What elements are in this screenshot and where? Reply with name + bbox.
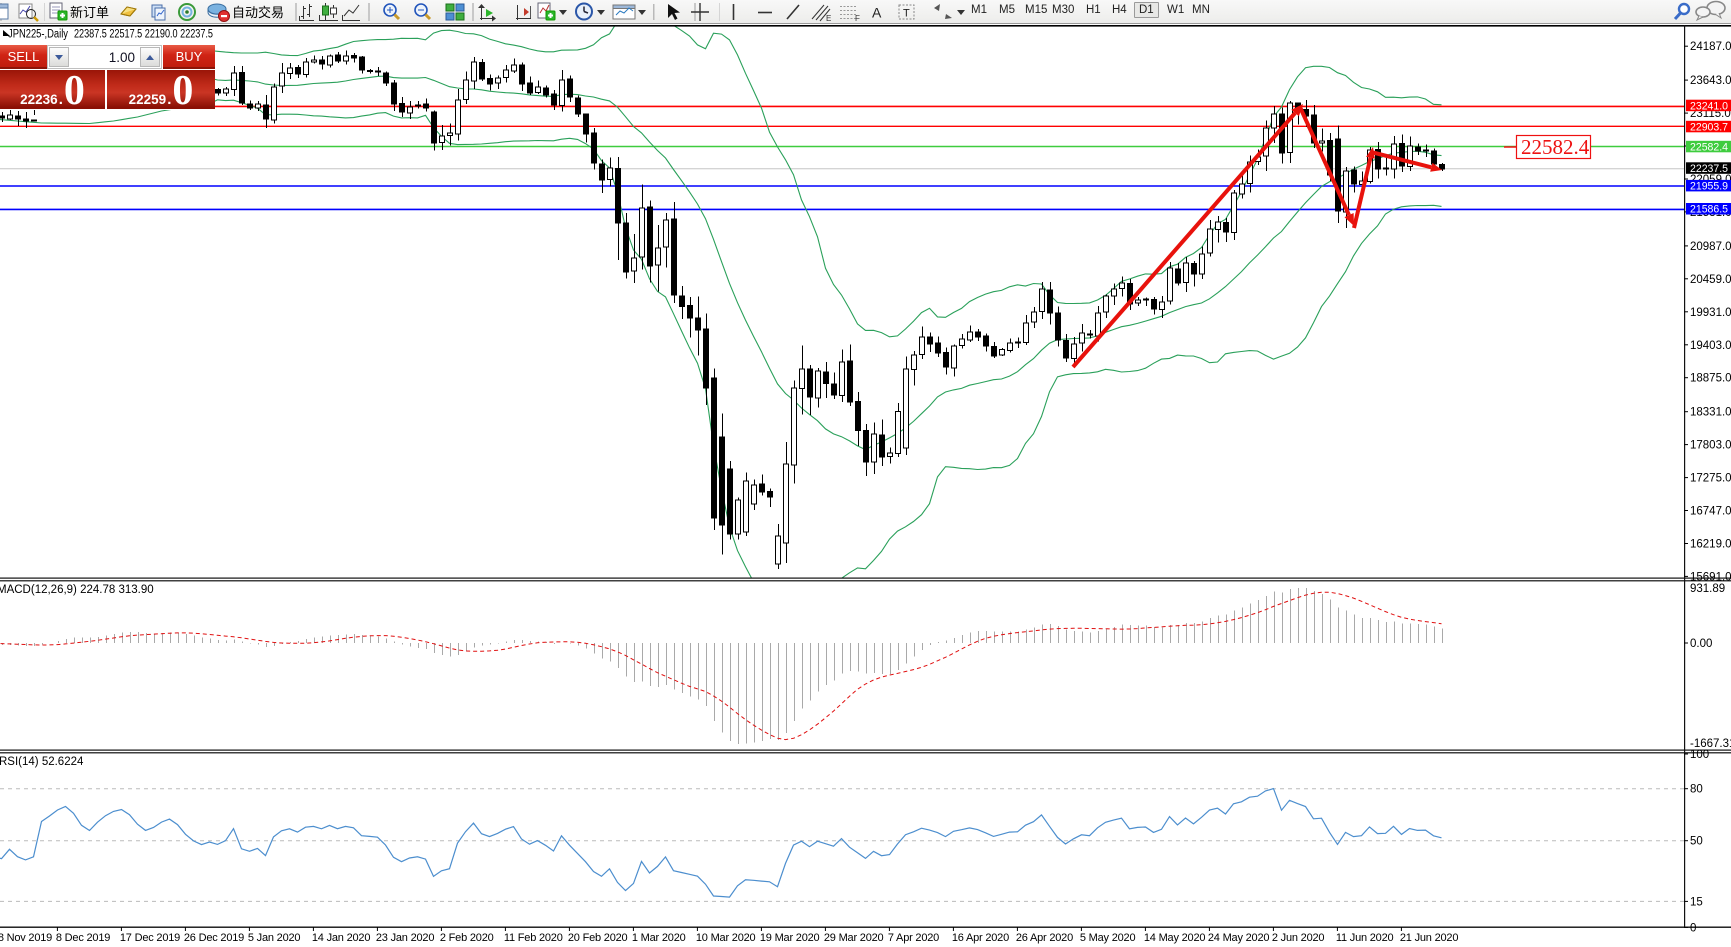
svg-text:26 Apr 2020: 26 Apr 2020 — [1016, 932, 1073, 944]
svg-text:19 Mar 2020: 19 Mar 2020 — [760, 932, 820, 944]
svg-text:50: 50 — [1690, 836, 1703, 848]
svg-text:26 Dec 2019: 26 Dec 2019 — [184, 932, 244, 944]
svg-text:JPN225-,Daily: JPN225-,Daily — [8, 29, 68, 41]
svg-text:14 May 2020: 14 May 2020 — [1144, 932, 1205, 944]
svg-text:17803.0: 17803.0 — [1690, 440, 1731, 452]
svg-text:21 Jun 2020: 21 Jun 2020 — [1400, 932, 1458, 944]
svg-text:28 Nov 2019: 28 Nov 2019 — [0, 932, 52, 944]
svg-text:8 Dec 2019: 8 Dec 2019 — [56, 932, 110, 944]
svg-text:F: F — [855, 14, 860, 23]
svg-text:22582.4: 22582.4 — [1521, 135, 1590, 159]
svg-text:15: 15 — [1690, 896, 1703, 908]
svg-text:20459.0: 20459.0 — [1690, 274, 1731, 286]
svg-text:16747.0: 16747.0 — [1690, 506, 1731, 518]
svg-text:0.00: 0.00 — [1690, 638, 1712, 650]
svg-text:16 Apr 2020: 16 Apr 2020 — [952, 932, 1009, 944]
svg-text:21955.9: 21955.9 — [1690, 181, 1728, 193]
svg-text:11 Jun 2020: 11 Jun 2020 — [1336, 932, 1394, 944]
svg-text:24 May 2020: 24 May 2020 — [1208, 932, 1269, 944]
svg-text:E: E — [826, 14, 831, 23]
svg-text:10 Mar 2020: 10 Mar 2020 — [696, 932, 756, 944]
svg-text:2 Jun 2020: 2 Jun 2020 — [1272, 932, 1325, 944]
svg-text:23 Jan 2020: 23 Jan 2020 — [376, 932, 434, 944]
svg-text:MACD(12,26,9) 224.78 313.90: MACD(12,26,9) 224.78 313.90 — [0, 584, 154, 596]
svg-text:0: 0 — [1690, 922, 1696, 934]
svg-text:18875.0: 18875.0 — [1690, 373, 1731, 385]
svg-text:19403.0: 19403.0 — [1690, 340, 1731, 352]
svg-text:21586.5: 21586.5 — [1690, 204, 1728, 216]
svg-text:15691.0: 15691.0 — [1690, 571, 1731, 583]
svg-text:19931.0: 19931.0 — [1690, 307, 1731, 319]
svg-text:22387.5 22517.5 22190.0 22237.: 22387.5 22517.5 22190.0 22237.5 — [74, 29, 213, 41]
svg-text:20 Feb 2020: 20 Feb 2020 — [568, 932, 628, 944]
svg-text:自动交易: 自动交易 — [232, 5, 284, 20]
svg-text:22903.7: 22903.7 — [1690, 122, 1728, 134]
svg-text:5 May 2020: 5 May 2020 — [1080, 932, 1136, 944]
svg-text:100: 100 — [1690, 749, 1709, 761]
svg-text:5 Jan 2020: 5 Jan 2020 — [248, 932, 301, 944]
svg-text:23241.0: 23241.0 — [1690, 100, 1728, 112]
svg-text:11 Feb 2020: 11 Feb 2020 — [504, 932, 563, 944]
svg-text:14 Jan 2020: 14 Jan 2020 — [312, 932, 370, 944]
svg-text:17 Dec 2019: 17 Dec 2019 — [120, 932, 180, 944]
svg-text:24187.0: 24187.0 — [1690, 41, 1731, 53]
svg-text:23643.0: 23643.0 — [1690, 75, 1731, 87]
svg-text:18331.0: 18331.0 — [1690, 407, 1731, 419]
svg-text:A: A — [872, 5, 882, 21]
svg-text:2 Feb 2020: 2 Feb 2020 — [440, 932, 494, 944]
svg-text:17275.0: 17275.0 — [1690, 473, 1731, 485]
svg-text:29 Mar 2020: 29 Mar 2020 — [824, 932, 884, 944]
svg-text:1 Mar 2020: 1 Mar 2020 — [632, 932, 686, 944]
svg-text:16219.0: 16219.0 — [1690, 538, 1731, 550]
svg-text:931.89: 931.89 — [1690, 583, 1725, 595]
svg-text:-1667.31: -1667.31 — [1690, 738, 1731, 750]
svg-text:80: 80 — [1690, 784, 1703, 796]
svg-text:22582.4: 22582.4 — [1690, 142, 1728, 154]
svg-text:RSI(14) 52.6224: RSI(14) 52.6224 — [0, 756, 84, 768]
svg-text:新订单: 新订单 — [70, 5, 109, 20]
svg-text:22237.5: 22237.5 — [1690, 163, 1728, 175]
svg-text:7 Apr 2020: 7 Apr 2020 — [888, 932, 939, 944]
svg-text:T: T — [903, 8, 910, 20]
svg-text:20987.0: 20987.0 — [1690, 241, 1731, 253]
